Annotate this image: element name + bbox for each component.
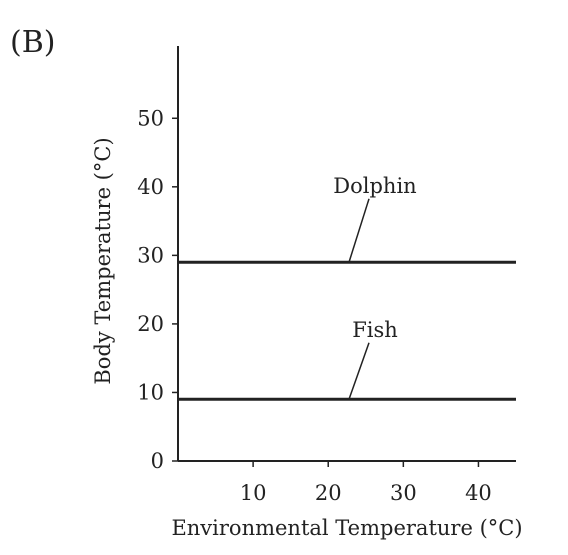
panel-label: (B)	[10, 25, 55, 60]
axes: 0 10 20 30 40 50 10 20 30 40	[137, 46, 516, 505]
y-tick-label: 40	[137, 175, 164, 199]
y-tick-label: 20	[137, 312, 164, 336]
x-axis-label: Environmental Temperature (°C)	[171, 516, 522, 540]
series-layer: Dolphin Fish	[178, 174, 516, 401]
series-label-dolphin: Dolphin	[333, 174, 416, 198]
y-tick-label: 30	[137, 243, 164, 267]
y-tick-label: 50	[137, 106, 164, 130]
x-tick-label: 40	[465, 481, 492, 505]
y-tick-label: 0	[151, 449, 164, 473]
y-axis-label: Body Temperature (°C)	[91, 137, 115, 384]
x-tick-label: 20	[315, 481, 342, 505]
leader-line-dolphin	[348, 198, 370, 263]
leader-line-fish	[348, 342, 370, 400]
y-tick-label: 10	[137, 380, 164, 404]
x-tick-label: 10	[240, 481, 267, 505]
x-tick-label: 30	[390, 481, 417, 505]
series-label-fish: Fish	[352, 318, 398, 342]
